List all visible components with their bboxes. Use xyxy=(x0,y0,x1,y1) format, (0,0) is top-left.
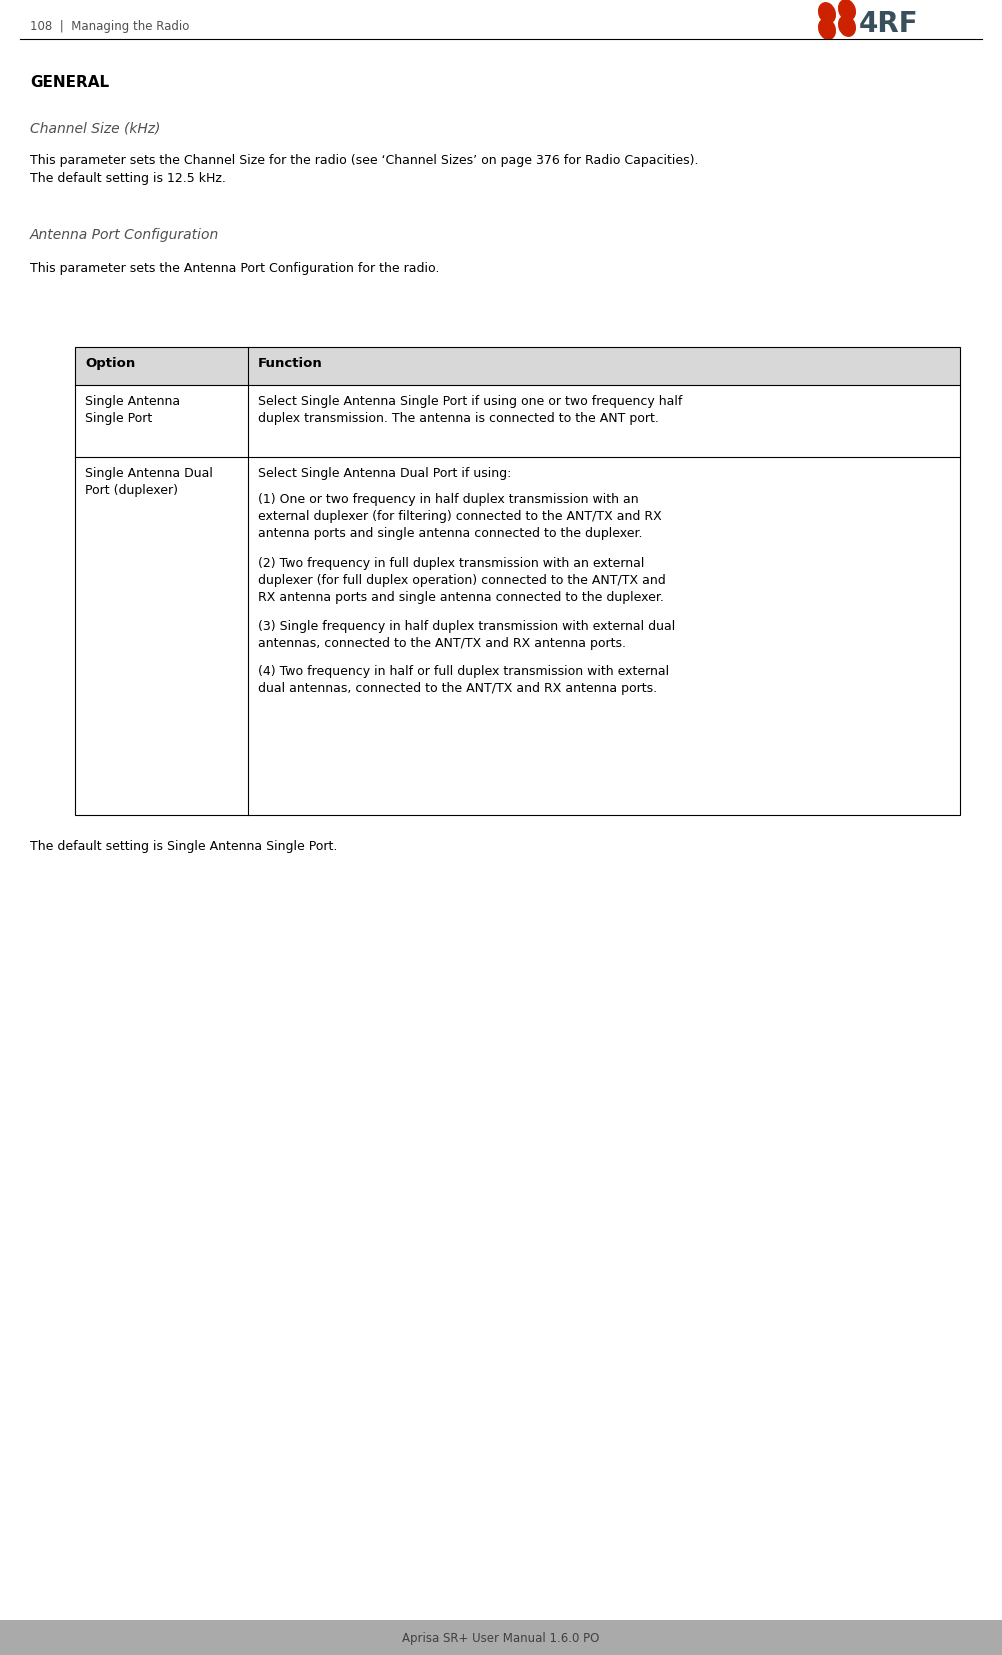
Text: The default setting is Single Antenna Single Port.: The default setting is Single Antenna Si… xyxy=(30,839,338,852)
Bar xyxy=(0,1620,1002,1655)
Text: (1) One or two frequency in half duplex transmission with an
external duplexer (: (1) One or two frequency in half duplex … xyxy=(258,493,661,540)
Text: Single Antenna
Single Port: Single Antenna Single Port xyxy=(85,396,180,425)
Text: 4RF: 4RF xyxy=(859,10,919,38)
Text: This parameter sets the Channel Size for the radio (see ‘Channel Sizes’ on page : This parameter sets the Channel Size for… xyxy=(30,154,698,167)
Text: Function: Function xyxy=(258,357,323,369)
Ellipse shape xyxy=(819,20,836,40)
Ellipse shape xyxy=(839,0,856,22)
Text: (3) Single frequency in half duplex transmission with external dual
antennas, co: (3) Single frequency in half duplex tran… xyxy=(258,621,675,650)
Text: GENERAL: GENERAL xyxy=(30,74,109,89)
Text: Select Single Antenna Dual Port if using:: Select Single Antenna Dual Port if using… xyxy=(258,467,511,480)
Text: (2) Two frequency in full duplex transmission with an external
duplexer (for ful: (2) Two frequency in full duplex transmi… xyxy=(258,556,665,602)
Text: Channel Size (kHz): Channel Size (kHz) xyxy=(30,122,160,136)
Text: Option: Option xyxy=(85,357,135,369)
Ellipse shape xyxy=(819,3,836,25)
Text: This parameter sets the Antenna Port Configuration for the radio.: This parameter sets the Antenna Port Con… xyxy=(30,261,439,275)
Text: 108  |  Managing the Radio: 108 | Managing the Radio xyxy=(30,20,189,33)
Text: Single Antenna Dual
Port (duplexer): Single Antenna Dual Port (duplexer) xyxy=(85,467,212,496)
Text: Antenna Port Configuration: Antenna Port Configuration xyxy=(30,228,219,242)
Bar xyxy=(75,348,960,816)
Text: Aprisa SR+ User Manual 1.6.0 PO: Aprisa SR+ User Manual 1.6.0 PO xyxy=(403,1632,599,1643)
Text: The default setting is 12.5 kHz.: The default setting is 12.5 kHz. xyxy=(30,172,225,185)
Bar xyxy=(75,348,960,386)
Text: Select Single Antenna Single Port if using one or two frequency half
duplex tran: Select Single Antenna Single Port if usi… xyxy=(258,396,682,425)
Text: (4) Two frequency in half or full duplex transmission with external
dual antenna: (4) Two frequency in half or full duplex… xyxy=(258,665,669,695)
Ellipse shape xyxy=(839,17,856,36)
